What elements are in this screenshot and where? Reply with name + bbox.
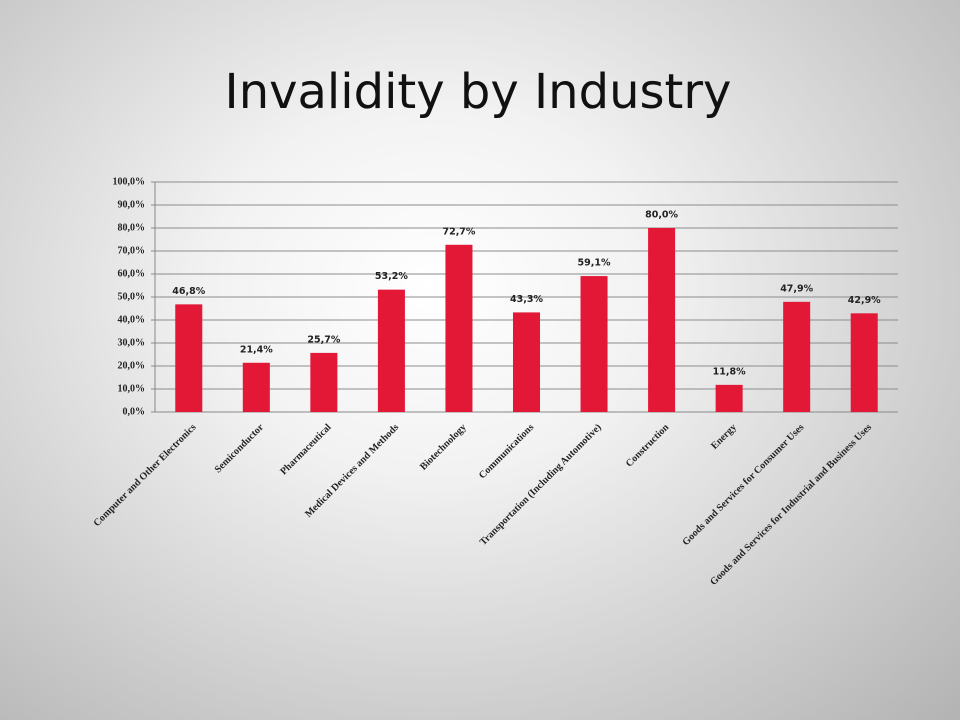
value-label: 25,7% xyxy=(307,334,340,345)
bar xyxy=(377,289,405,412)
bar xyxy=(445,244,473,412)
x-tick-label: Computer and Other Electronics xyxy=(92,422,199,529)
y-tick-label: 60,0% xyxy=(118,268,146,279)
x-tick-label: Pharmaceutical xyxy=(278,422,333,477)
bar xyxy=(310,352,338,412)
x-tick-label: Goods and Services for Industrial and Bu… xyxy=(708,422,874,588)
value-label: 42,9% xyxy=(848,295,881,306)
x-tick-label: Construction xyxy=(624,422,672,470)
bar xyxy=(715,384,743,412)
bar xyxy=(175,304,203,412)
bar xyxy=(648,228,676,412)
value-label: 43,3% xyxy=(510,294,543,305)
bar xyxy=(850,313,878,412)
value-label: 47,9% xyxy=(780,283,813,294)
y-tick-label: 100,0% xyxy=(113,176,146,187)
value-label: 59,1% xyxy=(578,258,611,269)
y-tick-label: 10,0% xyxy=(118,383,146,394)
x-tick-label: Biotechnology xyxy=(418,422,469,473)
y-tick-label: 40,0% xyxy=(118,314,146,325)
chart-title: Invalidity by Industry xyxy=(225,64,732,120)
y-tick-label: 30,0% xyxy=(118,337,146,348)
bar xyxy=(783,301,811,412)
x-tick-label: Goods and Services for Consumer Uses xyxy=(680,422,806,548)
value-label: 11,8% xyxy=(713,366,746,377)
value-label: 21,4% xyxy=(240,344,273,355)
value-label: 46,8% xyxy=(172,286,205,297)
y-tick-label: 50,0% xyxy=(118,291,146,302)
y-tick-label: 20,0% xyxy=(118,360,146,371)
value-label: 80,0% xyxy=(645,210,678,221)
y-tick-label: 90,0% xyxy=(118,199,146,210)
x-tick-label: Semiconductor xyxy=(213,422,267,476)
value-label: 53,2% xyxy=(375,271,408,282)
value-label: 72,7% xyxy=(442,226,475,237)
bar xyxy=(242,362,270,412)
y-tick-label: 80,0% xyxy=(118,222,146,233)
y-tick-label: 70,0% xyxy=(118,245,146,256)
bar xyxy=(512,312,541,412)
bar xyxy=(580,276,608,412)
x-tick-label: Transportation (Including Automotive) xyxy=(478,422,604,548)
y-tick-label: 0,0% xyxy=(123,406,146,417)
x-tick-label: Energy xyxy=(709,422,739,452)
x-tick-label: Communications xyxy=(477,422,536,481)
